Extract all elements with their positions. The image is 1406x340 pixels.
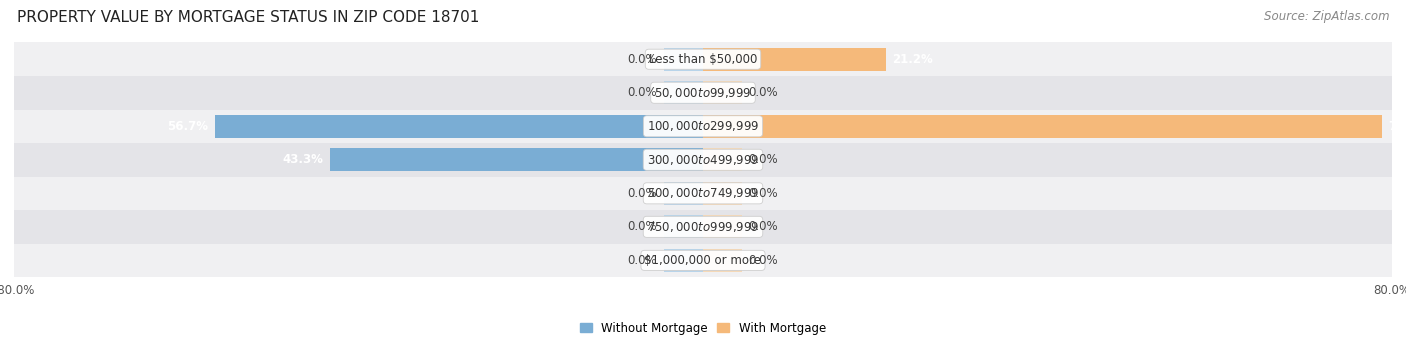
Text: $1,000,000 or more: $1,000,000 or more bbox=[644, 254, 762, 267]
Bar bbox=[703, 115, 1382, 138]
Bar bbox=[14, 243, 1392, 277]
Bar bbox=[14, 176, 1392, 210]
Bar bbox=[14, 210, 1392, 243]
Bar bbox=[703, 216, 742, 238]
Text: 0.0%: 0.0% bbox=[627, 187, 658, 200]
Bar bbox=[664, 81, 703, 104]
Text: $50,000 to $99,999: $50,000 to $99,999 bbox=[654, 86, 752, 100]
Bar bbox=[703, 249, 742, 272]
Text: 0.0%: 0.0% bbox=[748, 254, 779, 267]
Bar bbox=[14, 109, 1392, 143]
Text: 56.7%: 56.7% bbox=[167, 120, 208, 133]
Text: 0.0%: 0.0% bbox=[627, 254, 658, 267]
Bar bbox=[664, 216, 703, 238]
Text: 0.0%: 0.0% bbox=[627, 86, 658, 99]
Text: 43.3%: 43.3% bbox=[283, 153, 323, 166]
Text: 0.0%: 0.0% bbox=[748, 153, 779, 166]
Bar bbox=[664, 148, 703, 171]
Legend: Without Mortgage, With Mortgage: Without Mortgage, With Mortgage bbox=[575, 317, 831, 340]
Bar bbox=[664, 115, 703, 138]
Text: 0.0%: 0.0% bbox=[748, 220, 779, 233]
Text: $300,000 to $499,999: $300,000 to $499,999 bbox=[647, 153, 759, 167]
Text: Source: ZipAtlas.com: Source: ZipAtlas.com bbox=[1264, 10, 1389, 23]
Text: $100,000 to $299,999: $100,000 to $299,999 bbox=[647, 119, 759, 133]
Bar bbox=[703, 182, 742, 205]
Text: 0.0%: 0.0% bbox=[627, 220, 658, 233]
Text: PROPERTY VALUE BY MORTGAGE STATUS IN ZIP CODE 18701: PROPERTY VALUE BY MORTGAGE STATUS IN ZIP… bbox=[17, 10, 479, 25]
Text: 78.8%: 78.8% bbox=[1389, 120, 1406, 133]
Bar bbox=[215, 115, 703, 138]
Text: 0.0%: 0.0% bbox=[627, 53, 658, 66]
Bar bbox=[703, 48, 742, 71]
Bar bbox=[703, 48, 886, 71]
Bar bbox=[14, 76, 1392, 109]
Bar bbox=[14, 42, 1392, 76]
Text: 0.0%: 0.0% bbox=[748, 187, 779, 200]
Bar bbox=[703, 81, 742, 104]
Bar bbox=[703, 115, 742, 138]
Bar bbox=[664, 182, 703, 205]
Bar bbox=[703, 148, 742, 171]
Text: 21.2%: 21.2% bbox=[893, 53, 934, 66]
Bar bbox=[330, 148, 703, 171]
Bar bbox=[664, 48, 703, 71]
Bar bbox=[14, 143, 1392, 176]
Text: Less than $50,000: Less than $50,000 bbox=[648, 53, 758, 66]
Bar bbox=[664, 249, 703, 272]
Text: $500,000 to $749,999: $500,000 to $749,999 bbox=[647, 186, 759, 200]
Text: $750,000 to $999,999: $750,000 to $999,999 bbox=[647, 220, 759, 234]
Text: 0.0%: 0.0% bbox=[748, 86, 779, 99]
